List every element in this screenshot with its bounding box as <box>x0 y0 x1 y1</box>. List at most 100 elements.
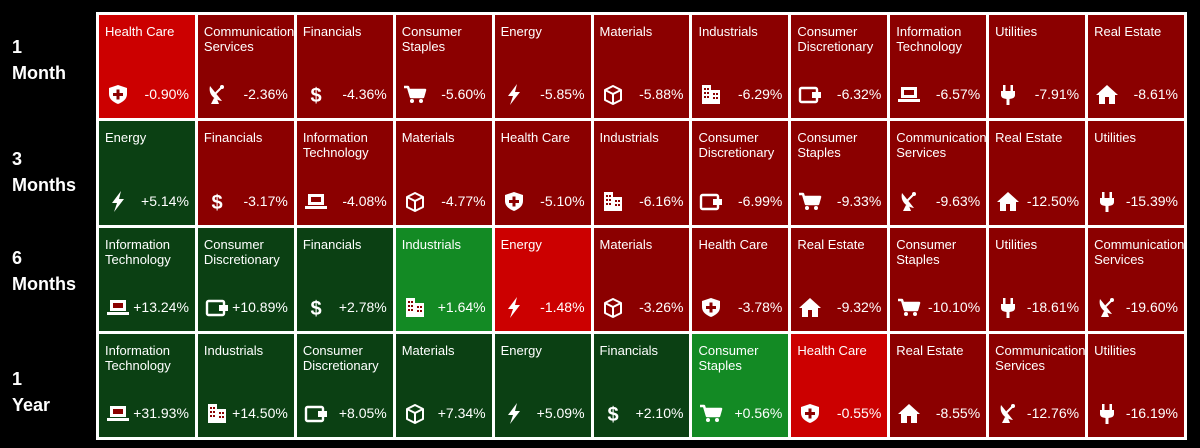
building-icon <box>600 189 626 213</box>
box-icon <box>600 295 626 319</box>
heatmap-cell: Consumer Staples -9.33% <box>791 121 888 225</box>
sector-name: Consumer Staples <box>896 236 957 267</box>
return-value: -3.17% <box>243 192 288 209</box>
heatmap-cell: Information Technology +13.24% <box>99 227 195 331</box>
heatmap-cell: Communication Services -19.60% <box>1088 227 1184 331</box>
return-value: -0.55% <box>836 405 882 421</box>
heatmap-cell: Health Care -5.10% <box>494 121 591 225</box>
sector-name: Utilities <box>1094 342 1136 358</box>
heatmap-cell: Financials $ -3.17% <box>197 121 294 225</box>
return-value: -6.32% <box>836 86 882 103</box>
house-icon <box>1094 82 1120 106</box>
sector-name: Consumer Discretionary <box>797 24 874 54</box>
period-label-line: 1 <box>12 37 23 57</box>
lightning-icon <box>105 189 131 213</box>
heatmap-cell: Communication Services -9.63% <box>890 121 987 225</box>
return-value: +14.50% <box>232 405 288 421</box>
box-icon <box>402 189 428 213</box>
heatmap-cell: Consumer Staples +0.56% <box>692 333 789 437</box>
return-value: -12.50% <box>1026 192 1080 209</box>
sector-name: Industrials <box>401 236 461 252</box>
building-icon <box>698 82 724 106</box>
heatmap-cell: Real Estate -12.50% <box>989 121 1086 225</box>
return-value: -9.32% <box>836 298 882 315</box>
sector-name: Communication Services <box>995 342 1086 373</box>
building-icon <box>204 401 230 425</box>
plug-icon <box>1094 401 1120 425</box>
wallet-icon <box>303 401 329 425</box>
return-value: -6.99% <box>738 192 783 209</box>
sector-name: Materials <box>599 236 653 252</box>
sector-name: Health Care <box>797 342 867 358</box>
heatmap-cell: Energy +5.14% <box>99 121 195 225</box>
return-value: -19.60% <box>1125 298 1178 315</box>
heatmap-cell: Materials -3.26% <box>593 227 690 331</box>
return-value: +0.56% <box>734 405 783 421</box>
house-icon <box>797 295 823 319</box>
return-value: -6.16% <box>639 192 684 209</box>
heatmap-cell: Consumer Staples -5.60% <box>395 15 492 119</box>
sector-name: Communication Services <box>203 24 294 54</box>
shopping-cart-icon <box>402 82 428 106</box>
sector-name: Industrials <box>203 342 264 358</box>
return-value: -9.33% <box>836 192 882 209</box>
satellite-dish-icon <box>896 189 922 213</box>
shield-cross-icon <box>105 82 131 106</box>
svg-text:$: $ <box>310 85 321 106</box>
period-label-line: Months <box>12 175 76 195</box>
sector-name: Energy <box>500 24 542 39</box>
sector-name: Industrials <box>698 24 758 39</box>
sector-name: Industrials <box>599 130 659 146</box>
house-icon <box>896 401 922 425</box>
shield-cross-icon <box>698 295 724 319</box>
heatmap-cell: Information Technology -4.08% <box>296 121 393 225</box>
period-label-line: 6 <box>12 248 23 268</box>
return-value: -4.36% <box>342 86 387 103</box>
sector-heatmap: Health Care -0.90% Communication Services -… <box>96 12 1187 440</box>
heatmap-cell: Health Care -3.78% <box>692 227 789 331</box>
sector-name: Consumer Discretionary <box>698 130 775 161</box>
heatmap-cell: Utilities -16.19% <box>1088 333 1184 437</box>
return-value: +5.14% <box>141 192 189 209</box>
return-value: +8.05% <box>338 405 387 421</box>
return-value: -18.61% <box>1026 298 1080 315</box>
return-value: -1.48% <box>540 298 585 315</box>
heatmap-cell: Energy -5.85% <box>494 15 591 119</box>
heatmap-cell: Health Care -0.55% <box>791 333 888 437</box>
sector-name: Information Technology <box>105 342 171 373</box>
sector-name: Information Technology <box>302 130 369 161</box>
heatmap-cell: Consumer Discretionary +8.05% <box>296 333 393 437</box>
return-value: -6.57% <box>935 86 981 103</box>
shopping-cart-icon <box>896 295 922 319</box>
wallet-icon <box>797 82 823 106</box>
heatmap-cell: Utilities -18.61% <box>989 227 1086 331</box>
return-value: -4.08% <box>342 192 387 209</box>
laptop-icon <box>105 401 131 425</box>
satellite-dish-icon <box>204 82 230 106</box>
sector-name: Materials <box>599 24 653 39</box>
sector-name: Health Care <box>698 236 768 252</box>
sector-name: Real Estate <box>797 236 865 252</box>
sector-name: Information Technology <box>896 24 963 54</box>
dollar-icon: $ <box>303 82 329 106</box>
heatmap-cell: Information Technology +31.93% <box>99 333 195 437</box>
heatmap-cell: Utilities -7.91% <box>989 15 1086 119</box>
shield-cross-icon <box>797 401 823 425</box>
building-icon <box>402 295 428 319</box>
box-icon <box>402 401 428 425</box>
period-label: 1 Month <box>12 34 66 86</box>
sector-name: Communication Services <box>1094 236 1184 267</box>
sector-name: Financials <box>599 342 659 358</box>
return-value: -8.61% <box>1133 86 1178 103</box>
house-icon <box>995 189 1021 213</box>
heatmap-cell: Materials +7.34% <box>395 333 492 437</box>
return-value: +31.93% <box>133 405 189 421</box>
lightning-icon <box>501 401 527 425</box>
satellite-dish-icon <box>1094 295 1120 319</box>
return-value: -16.19% <box>1125 405 1178 421</box>
heatmap-cell: Industrials +1.64% <box>395 227 492 331</box>
box-icon <box>600 82 626 106</box>
return-value: -4.77% <box>441 192 486 209</box>
heatmap-cell: Consumer Staples -10.10% <box>890 227 987 331</box>
sector-name: Consumer Discretionary <box>302 342 379 373</box>
